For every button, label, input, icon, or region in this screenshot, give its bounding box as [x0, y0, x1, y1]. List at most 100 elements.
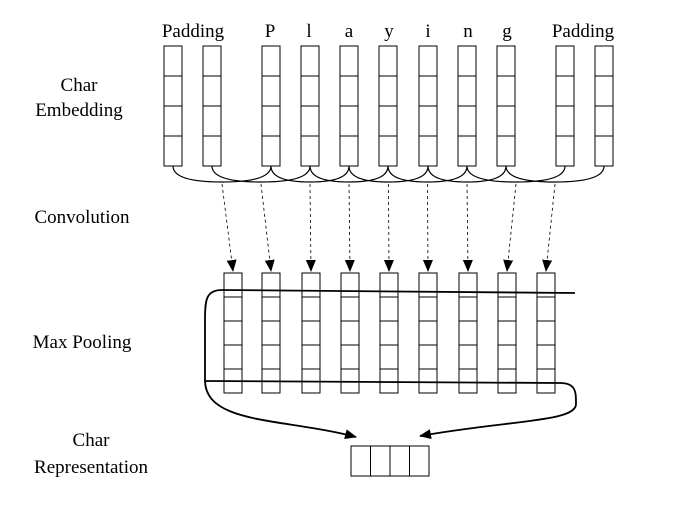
feature-map-cell: [536, 296, 556, 322]
embedding-cell: [339, 75, 359, 107]
embedding-cell: [418, 45, 438, 77]
feature-map-cell: [340, 296, 360, 322]
embedding-column: [555, 45, 575, 167]
embedding-cell: [202, 135, 222, 167]
convolution-window-arc: [348, 165, 429, 183]
feature-map-cell: [497, 368, 517, 394]
feature-map-cell: [497, 272, 517, 298]
embedding-cell: [202, 105, 222, 137]
token-label-l: l: [306, 21, 311, 42]
char-representation-cell: [409, 445, 430, 477]
embedding-layer: [163, 45, 614, 167]
convolution-arrow: [260, 183, 275, 272]
feature-map-cell: [418, 344, 438, 370]
embedding-cell: [457, 105, 477, 137]
embedding-cell: [261, 75, 281, 107]
embedding-column: [378, 45, 398, 167]
embedding-cell: [163, 45, 183, 77]
convolution-window-arc: [505, 165, 605, 183]
feature-map-cell: [261, 344, 281, 370]
convolution-arrow: [305, 183, 316, 272]
feature-map-cell: [536, 320, 556, 346]
embedding-cell: [339, 105, 359, 137]
feature-map-cell: [497, 296, 517, 322]
convolution-arrow: [344, 183, 355, 272]
token-label-y: y: [384, 21, 394, 42]
feature-map-cell: [497, 344, 517, 370]
embedding-cell: [378, 135, 398, 167]
embedding-cell: [378, 45, 398, 77]
embedding-cell: [496, 135, 516, 167]
max-pooling-bracket-right: [204, 380, 577, 439]
convolution-arrow: [422, 183, 433, 272]
embedding-column: [457, 45, 477, 167]
embedding-column: [594, 45, 614, 167]
feature-map-cell: [379, 368, 399, 394]
embedding-cell: [300, 45, 320, 77]
feature-map-cell: [458, 296, 478, 322]
feature-map-cell: [340, 344, 360, 370]
char-representation-cell: [389, 445, 410, 477]
embedding-cell: [163, 75, 183, 107]
embedding-cell: [163, 135, 183, 167]
feature-map-column: [379, 272, 399, 394]
char-representation-label-line2: Representation: [34, 457, 148, 478]
convolution-arrow: [503, 183, 517, 272]
convolution-arrows: [221, 183, 556, 272]
feature-map-cell: [379, 296, 399, 322]
max-pooling-label: Max Pooling: [33, 332, 132, 353]
token-label-p: P: [265, 21, 276, 42]
feature-map-cell: [223, 320, 243, 346]
convolution-window-arc: [427, 165, 507, 183]
embedding-cell: [594, 45, 614, 77]
feature-map-cell: [261, 320, 281, 346]
embedding-cell: [378, 105, 398, 137]
feature-map-cell: [418, 272, 438, 298]
embedding-cell: [594, 135, 614, 167]
embedding-cell: [300, 105, 320, 137]
embedding-cell: [496, 45, 516, 77]
convolution-window-arcs: [172, 165, 605, 183]
convolution-window-arc: [309, 165, 389, 183]
feature-map-column: [497, 272, 517, 394]
convolution-label: Convolution: [34, 207, 130, 228]
embedding-cell: [594, 75, 614, 107]
convolution-arrow: [462, 183, 473, 272]
feature-map-cell: [261, 296, 281, 322]
feature-map-cell: [458, 320, 478, 346]
embedding-cell: [496, 105, 516, 137]
embedding-cell: [339, 45, 359, 77]
feature-map-cell: [261, 272, 281, 298]
convolution-window-arc: [172, 165, 272, 183]
feature-map-cell: [418, 368, 438, 394]
embedding-column: [496, 45, 516, 167]
embedding-cell: [378, 75, 398, 107]
embedding-column: [300, 45, 320, 167]
embedding-cell: [457, 75, 477, 107]
embedding-cell: [202, 75, 222, 107]
token-label-i: i: [425, 21, 430, 42]
convolution-window-arc: [211, 165, 311, 183]
feature-map-layer: [223, 272, 556, 394]
feature-map-cell: [340, 320, 360, 346]
feature-map-cell: [223, 296, 243, 322]
feature-map-cell: [458, 272, 478, 298]
feature-map-cell: [301, 344, 321, 370]
char-embedding-label-line1: Char: [61, 75, 99, 96]
embedding-cell: [594, 105, 614, 137]
token-label-a: a: [345, 21, 354, 42]
feature-map-column: [536, 272, 556, 394]
embedding-column: [163, 45, 183, 167]
token-label-g: g: [502, 21, 512, 42]
feature-map-cell: [536, 368, 556, 394]
embedding-cell: [261, 105, 281, 137]
feature-map-cell: [379, 272, 399, 298]
embedding-cell: [261, 45, 281, 77]
convolution-window-arc: [466, 165, 566, 183]
convolution-window-arc: [270, 165, 350, 183]
char-representation-vector: [350, 445, 430, 477]
feature-map-column: [458, 272, 478, 394]
feature-map-cell: [418, 320, 438, 346]
